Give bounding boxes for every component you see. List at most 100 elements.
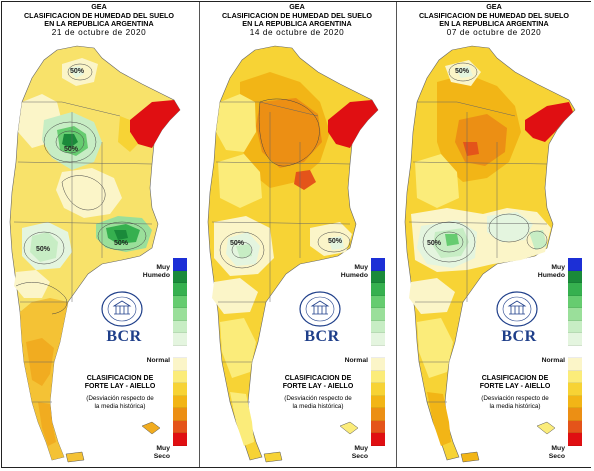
map-panel-oct-14: 50% 50% GEA CLASIFICACION DE HUMEDAD DEL… [199, 2, 394, 467]
legend-swatch [371, 408, 385, 421]
gea-label: GEA [91, 2, 107, 11]
classification-note: (Desviación respecto de la media históri… [266, 395, 370, 410]
map-date: 21 de octubre de 2020 [51, 27, 147, 37]
note-line: (Desviación respecto de [481, 395, 549, 402]
legend-swatch [173, 358, 187, 371]
map-header: GEA CLASIFICACION DE HUMEDAD DEL SUELO E… [2, 2, 196, 37]
note-line: la media histórica) [94, 402, 146, 410]
title-line-1: CLASIFICACION DE HUMEDAD DEL SUELO [221, 10, 372, 20]
note-line: (Desviación respecto de [86, 395, 154, 402]
legend-swatch [371, 395, 385, 408]
classification-note: (Desviación respecto de la media históri… [68, 395, 172, 410]
map-header: GEA CLASIFICACION DE HUMEDAD DEL SUELO E… [200, 2, 394, 37]
percent-label: 50% [455, 68, 470, 75]
legend-swatch [173, 270, 187, 283]
classification-line: CLASIFICACION DE [86, 375, 154, 382]
legend-label-line: Humedo [340, 272, 368, 279]
percent-label: 50% [114, 240, 129, 247]
classification-title: CLASIFICACION DE FORTE LAY - AIELLO [266, 375, 370, 391]
legend-colorbar [371, 258, 385, 446]
legend-label-normal: Normal [146, 357, 170, 364]
legend-swatch [568, 345, 582, 358]
legend-label-line: Muy [354, 264, 368, 271]
legend-swatch [173, 333, 187, 346]
legend-label-line: Humedo [142, 272, 170, 279]
legend-swatch [371, 370, 385, 383]
map-date: 07 de octubre de 2020 [446, 27, 542, 37]
legend-swatch [371, 345, 385, 358]
classification-line: FORTE LAY - AIELLO [84, 383, 156, 390]
percent-label: 50% [36, 246, 51, 253]
gea-label: GEA [289, 2, 305, 11]
legend-label-line: Muy [354, 445, 368, 452]
legend-swatch [173, 295, 187, 308]
legend-label-very-dry: Muy Seco [320, 445, 368, 461]
legend-swatch [568, 320, 582, 333]
bcr-seal-logo [101, 291, 143, 327]
classification-title: CLASIFICACION DE FORTE LAY - AIELLO [68, 375, 172, 391]
legend-swatch [568, 433, 582, 446]
legend-swatch [173, 258, 187, 271]
legend-swatch [173, 345, 187, 358]
legend-label-line: Muy [551, 445, 565, 452]
legend-label-very-wet: Muy Humedo [517, 264, 565, 280]
legend-swatch [568, 370, 582, 383]
legend-label-line: Muy [156, 445, 170, 452]
legend-swatch [371, 358, 385, 371]
legend-label-line: Muy [156, 264, 170, 271]
legend-colorbar [568, 258, 582, 446]
note-line: la media histórica) [489, 402, 541, 410]
legend-swatch [568, 295, 582, 308]
legend-swatch [371, 333, 385, 346]
bcr-logo-text: BCR [304, 328, 340, 345]
legend-swatch [568, 420, 582, 433]
legend-swatch [173, 433, 187, 446]
legend-swatch [173, 370, 187, 383]
soil-moisture-map [9, 45, 181, 463]
bcr-logo-text: BCR [106, 328, 142, 345]
legend-swatch [173, 395, 187, 408]
percent-label: 50% [230, 240, 245, 247]
legend-swatch [173, 308, 187, 321]
classification-note: (Desviación respecto de la media históri… [463, 395, 567, 410]
classification-title: CLASIFICACION DE FORTE LAY - AIELLO [463, 375, 567, 391]
legend-swatch [173, 283, 187, 296]
legend-swatch [173, 320, 187, 333]
classification-line: FORTE LAY - AIELLO [282, 383, 354, 390]
bcr-logo-text: BCR [501, 328, 537, 345]
legend-swatch [568, 270, 582, 283]
legend-label-very-wet: Muy Humedo [122, 264, 170, 280]
percent-label: 50% [427, 240, 442, 247]
bcr-seal-logo [299, 291, 341, 327]
map-panel-oct-21: 50% 50% 50% 50% GEA CLASIFICACION DE HUM… [2, 2, 196, 467]
legend-label-very-dry: Muy Seco [517, 445, 565, 461]
legend-swatch [568, 308, 582, 321]
map-header: GEA CLASIFICACION DE HUMEDAD DEL SUELO E… [397, 2, 591, 37]
legend-swatch [371, 383, 385, 396]
legend-label-normal: Normal [344, 357, 368, 364]
legend-swatch [173, 408, 187, 421]
legend-colorbar [173, 258, 187, 446]
legend-swatch [568, 258, 582, 271]
legend-label-line: Seco [153, 453, 170, 460]
note-line: (Desviación respecto de [284, 395, 352, 402]
title-line-2: EN LA REPUBLICA ARGENTINA [44, 19, 154, 29]
legend-swatch [371, 258, 385, 271]
classification-line: CLASIFICACION DE [481, 375, 549, 382]
legend-swatch [371, 420, 385, 433]
legend-swatch [568, 333, 582, 346]
percent-label: 50% [70, 68, 85, 75]
title-line-1: CLASIFICACION DE HUMEDAD DEL SUELO [23, 10, 174, 20]
legend-swatch [173, 420, 187, 433]
note-line: la media histórica) [292, 402, 344, 410]
legend-label-line: Seco [548, 453, 565, 460]
legend-swatch [568, 283, 582, 296]
bcr-seal-logo [496, 291, 538, 327]
legend-label-normal: Normal [541, 357, 565, 364]
gea-label: GEA [486, 2, 502, 11]
legend-swatch [371, 308, 385, 321]
legend-swatch [173, 383, 187, 396]
legend-label-line: Humedo [537, 272, 565, 279]
classification-line: CLASIFICACION DE [284, 375, 352, 382]
legend-swatch [371, 320, 385, 333]
